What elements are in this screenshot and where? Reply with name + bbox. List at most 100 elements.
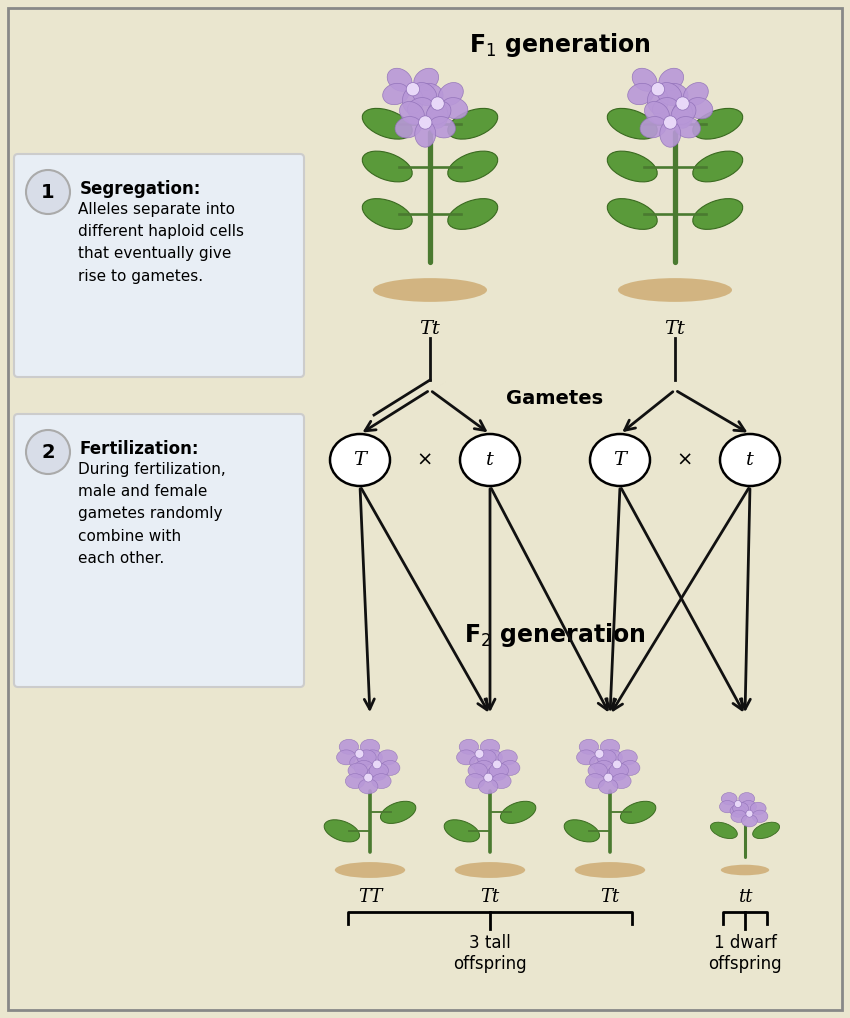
- Ellipse shape: [492, 774, 511, 789]
- Ellipse shape: [607, 108, 657, 139]
- Ellipse shape: [653, 98, 678, 119]
- FancyBboxPatch shape: [14, 414, 304, 687]
- Ellipse shape: [720, 434, 780, 486]
- Ellipse shape: [600, 739, 620, 754]
- Ellipse shape: [460, 434, 520, 486]
- Circle shape: [364, 774, 372, 782]
- Ellipse shape: [324, 819, 360, 842]
- Ellipse shape: [369, 764, 388, 778]
- Ellipse shape: [489, 764, 508, 778]
- Ellipse shape: [683, 82, 708, 106]
- Ellipse shape: [731, 810, 747, 823]
- Ellipse shape: [480, 739, 500, 754]
- Ellipse shape: [483, 750, 502, 765]
- Ellipse shape: [470, 755, 489, 771]
- Text: Gametes: Gametes: [507, 389, 604, 407]
- Ellipse shape: [428, 102, 448, 128]
- Text: T: T: [614, 451, 626, 469]
- Ellipse shape: [693, 199, 743, 229]
- Ellipse shape: [719, 800, 735, 812]
- Ellipse shape: [360, 739, 380, 754]
- Text: Tt: Tt: [665, 320, 685, 338]
- Ellipse shape: [711, 823, 737, 839]
- Ellipse shape: [465, 774, 484, 789]
- Text: During fertilization,
male and female
gametes randomly
combine with
each other.: During fertilization, male and female ga…: [78, 462, 226, 566]
- Ellipse shape: [693, 151, 743, 182]
- Ellipse shape: [357, 750, 377, 765]
- Circle shape: [418, 116, 432, 129]
- Ellipse shape: [586, 774, 604, 789]
- Ellipse shape: [414, 68, 439, 92]
- Ellipse shape: [564, 819, 599, 842]
- Ellipse shape: [693, 108, 743, 139]
- Circle shape: [651, 82, 665, 96]
- Ellipse shape: [459, 739, 479, 754]
- Ellipse shape: [415, 120, 436, 148]
- Ellipse shape: [455, 862, 525, 878]
- Ellipse shape: [456, 750, 476, 765]
- Text: Tt: Tt: [600, 888, 620, 906]
- Ellipse shape: [660, 120, 681, 148]
- Ellipse shape: [362, 199, 412, 229]
- Circle shape: [372, 760, 382, 769]
- Ellipse shape: [590, 434, 650, 486]
- Ellipse shape: [381, 760, 400, 776]
- Ellipse shape: [640, 117, 666, 137]
- Circle shape: [734, 800, 741, 807]
- Text: 2: 2: [41, 443, 54, 461]
- Ellipse shape: [608, 766, 626, 781]
- Ellipse shape: [448, 151, 498, 182]
- Ellipse shape: [672, 102, 693, 128]
- Ellipse shape: [335, 862, 405, 878]
- Ellipse shape: [618, 278, 732, 302]
- Text: 3 tall
offspring: 3 tall offspring: [453, 934, 527, 973]
- Ellipse shape: [388, 68, 412, 92]
- Ellipse shape: [487, 766, 507, 781]
- Circle shape: [676, 97, 689, 110]
- Ellipse shape: [477, 750, 496, 765]
- Ellipse shape: [662, 83, 688, 105]
- Ellipse shape: [448, 108, 498, 139]
- Text: F$_2$ generation: F$_2$ generation: [464, 621, 646, 649]
- Circle shape: [26, 430, 70, 474]
- Ellipse shape: [381, 801, 416, 824]
- Ellipse shape: [382, 83, 409, 105]
- Ellipse shape: [378, 750, 397, 765]
- Ellipse shape: [402, 88, 423, 114]
- Ellipse shape: [594, 760, 614, 776]
- Ellipse shape: [345, 774, 365, 789]
- Ellipse shape: [588, 764, 608, 778]
- Circle shape: [746, 810, 753, 817]
- Text: F$_1$ generation: F$_1$ generation: [469, 31, 651, 59]
- Ellipse shape: [354, 760, 373, 776]
- Ellipse shape: [672, 102, 696, 124]
- FancyBboxPatch shape: [14, 154, 304, 377]
- Ellipse shape: [439, 82, 463, 106]
- Ellipse shape: [674, 117, 700, 137]
- Ellipse shape: [751, 802, 766, 814]
- Ellipse shape: [412, 82, 437, 106]
- Ellipse shape: [741, 814, 757, 827]
- Ellipse shape: [590, 755, 609, 771]
- FancyBboxPatch shape: [8, 8, 842, 1010]
- Ellipse shape: [426, 102, 451, 124]
- Circle shape: [604, 774, 613, 782]
- Ellipse shape: [442, 98, 468, 119]
- Text: Segregation:: Segregation:: [80, 180, 201, 197]
- Ellipse shape: [733, 802, 749, 814]
- Ellipse shape: [576, 750, 596, 765]
- Ellipse shape: [501, 801, 536, 824]
- Circle shape: [431, 97, 445, 110]
- Text: 1: 1: [41, 182, 54, 202]
- Text: T: T: [354, 451, 366, 469]
- Ellipse shape: [632, 68, 657, 92]
- Ellipse shape: [575, 862, 645, 878]
- Ellipse shape: [367, 766, 387, 781]
- Text: tt: tt: [738, 888, 752, 906]
- Text: Fertilization:: Fertilization:: [80, 440, 200, 458]
- Ellipse shape: [620, 760, 640, 776]
- Ellipse shape: [609, 764, 628, 778]
- Ellipse shape: [400, 102, 424, 124]
- Ellipse shape: [721, 864, 769, 875]
- Ellipse shape: [659, 68, 683, 92]
